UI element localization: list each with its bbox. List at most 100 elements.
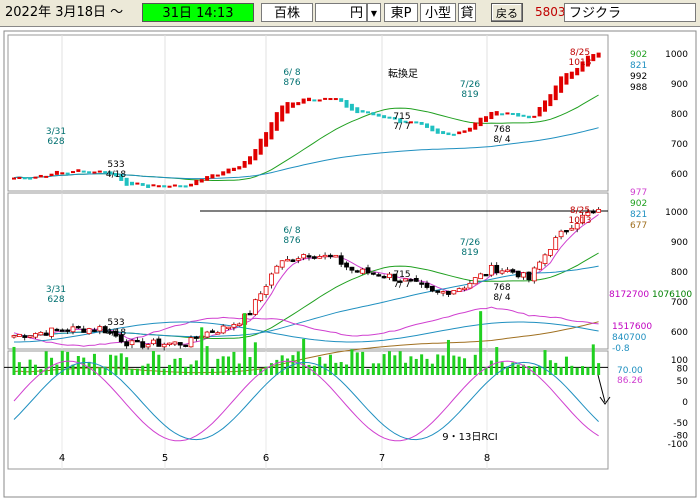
- period-display[interactable]: 31日 14:13: [142, 3, 254, 22]
- volume-bar: [119, 353, 123, 375]
- reversal-note: 転換足: [388, 68, 418, 80]
- price-candle: [172, 341, 178, 345]
- heikin-ashi-candle: [258, 138, 263, 155]
- rci-panel-frame: [7, 350, 609, 470]
- heikin-ashi-candle: [521, 114, 526, 117]
- price-candle: [151, 339, 156, 345]
- rci-tick-label: -100: [668, 440, 689, 450]
- volume-bar: [82, 357, 86, 375]
- back-button[interactable]: 戻る: [491, 3, 523, 22]
- annotation-value: 628: [47, 137, 64, 147]
- price-right-label: 821: [630, 210, 647, 220]
- volume-bar: [259, 368, 263, 375]
- volume-bar: [157, 354, 161, 375]
- price-candle: [349, 266, 355, 271]
- volume-bar: [66, 351, 70, 375]
- price-candle: [515, 270, 521, 278]
- price-candle: [38, 331, 44, 336]
- heikin-ashi-candle: [553, 85, 558, 101]
- price-candle: [22, 335, 28, 338]
- price-candle: [537, 261, 543, 270]
- heikin-ashi-candle: [38, 174, 43, 178]
- currency-select[interactable]: 円: [315, 3, 367, 22]
- volume-bar: [511, 362, 515, 375]
- volume-bar: [302, 338, 306, 375]
- volume-bar: [178, 358, 182, 375]
- price-candle: [102, 326, 108, 334]
- price-candle: [145, 344, 151, 348]
- heikin-ashi-candle: [296, 102, 301, 106]
- volume-bar: [414, 358, 418, 375]
- price-candle: [215, 332, 221, 335]
- volume-bar: [200, 327, 204, 375]
- rci-layer: [13, 360, 599, 442]
- price-candle: [317, 256, 323, 259]
- annotation-value: 8/ 4: [493, 135, 511, 145]
- heikin-ashi-candle: [446, 132, 451, 136]
- heikin-ashi-candle: [516, 113, 521, 117]
- heikin-ashi-candle: [307, 97, 311, 102]
- heikin-ashi-candle: [414, 121, 419, 124]
- price-candle: [483, 273, 489, 277]
- heikin-ashi-candle: [564, 73, 569, 85]
- heikin-ashi-candle: [339, 98, 344, 102]
- heikin-ashi-candle: [44, 175, 49, 178]
- price-candle: [263, 286, 269, 295]
- volume-bar: [387, 351, 391, 375]
- volume-bar: [280, 355, 284, 375]
- heikin-ashi-candle: [103, 171, 108, 174]
- rci-tick-label: 80: [677, 364, 689, 374]
- volume-bar: [430, 363, 434, 375]
- heikin-ashi-candle: [323, 97, 328, 100]
- price-candle: [488, 265, 494, 276]
- volume-bar: [184, 366, 188, 375]
- heikin-ashi-candle: [398, 118, 403, 124]
- price-candle: [92, 329, 97, 332]
- heikin-ashi-candle: [467, 127, 472, 132]
- price-candle: [440, 291, 446, 294]
- heikin-ashi-candle: [151, 184, 156, 187]
- heikin-ashi-candle: [489, 111, 494, 120]
- annotation-value: 7/ 7: [393, 280, 410, 290]
- price-candle: [70, 326, 76, 333]
- heikin-ashi-candle: [478, 117, 483, 127]
- heikin-ashi-candle: [382, 115, 387, 119]
- heikin-ashi-candle: [580, 61, 585, 72]
- y-tick-label: 600: [671, 328, 688, 338]
- y-tick-label: 1000: [665, 208, 688, 218]
- volume-bar: [393, 355, 397, 375]
- heikin-ashi-candle: [462, 130, 467, 133]
- volume-bar: [221, 356, 225, 375]
- heikin-ashi-candle: [344, 100, 349, 108]
- rci-tick-label: 50: [677, 377, 689, 387]
- price-candle: [531, 267, 537, 282]
- heikin-ashi-candle: [156, 185, 161, 188]
- heikin-ashi-candle: [596, 52, 601, 58]
- volume-bar: [495, 347, 499, 375]
- volume-bar: [420, 354, 424, 375]
- price-candle: [494, 264, 500, 274]
- price-candle: [344, 262, 349, 268]
- volume-bar: [227, 356, 231, 375]
- price-candle: [590, 210, 596, 214]
- price-candle: [290, 259, 296, 262]
- heikin-ashi-candle: [172, 184, 177, 187]
- price-candle: [413, 278, 419, 282]
- volume-bar: [87, 361, 91, 375]
- candle-layer: [11, 52, 602, 351]
- price-candle: [451, 290, 457, 295]
- heikin-ashi-candle: [473, 122, 478, 130]
- rci-tick-label: -50: [673, 419, 688, 429]
- price-candle: [403, 278, 408, 282]
- heikin-ashi-candle: [194, 179, 199, 186]
- annotation-value: 4/18: [106, 328, 126, 338]
- annotation-label: 715: [393, 112, 410, 122]
- volume-right-label: 8172700: [609, 290, 649, 300]
- heikin-ashi-candle: [280, 105, 285, 122]
- volume-bar: [114, 355, 118, 375]
- volume-bar: [237, 363, 241, 375]
- rci-13-line: [13, 361, 599, 441]
- chevron-down-icon[interactable]: ▼: [367, 3, 381, 22]
- heikin-ashi-candle: [333, 98, 338, 101]
- heikin-ashi-candle: [22, 177, 27, 180]
